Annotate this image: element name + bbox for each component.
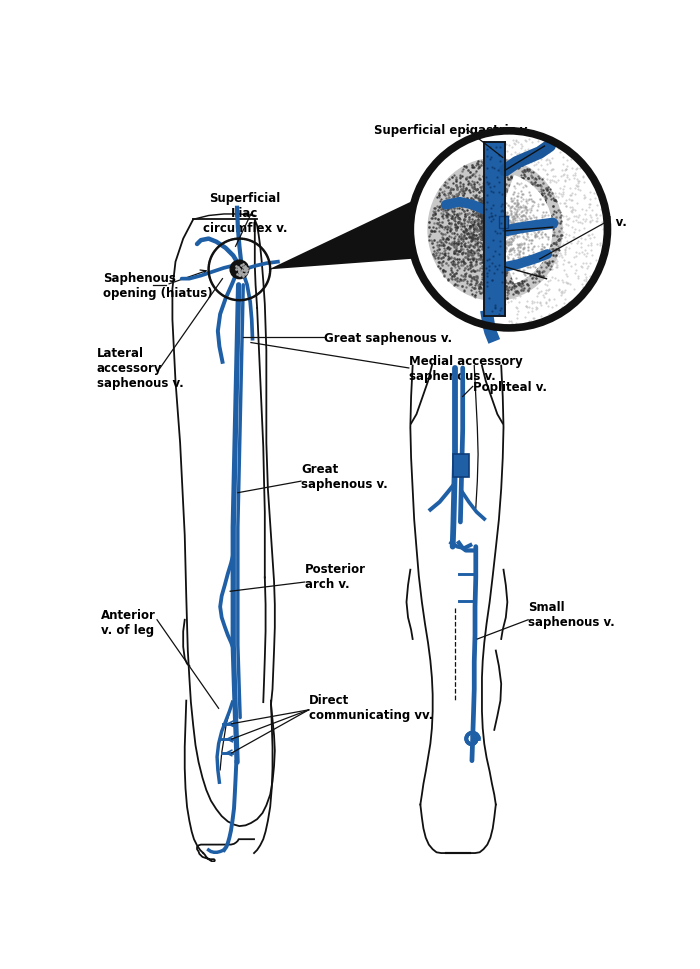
Text: Medial accessory
saphenous v.: Medial accessory saphenous v.: [409, 355, 522, 383]
Text: Lateral
accessory
saphenous v.: Lateral accessory saphenous v.: [97, 347, 183, 391]
Text: Superficial epigastric v.: Superficial epigastric v.: [374, 124, 531, 137]
Text: Anterior
v. of leg: Anterior v. of leg: [101, 609, 155, 637]
Text: Great
saphenous v.: Great saphenous v.: [301, 462, 388, 490]
Polygon shape: [269, 201, 414, 270]
Text: Direct
communicating vv.: Direct communicating vv.: [309, 693, 433, 721]
FancyBboxPatch shape: [454, 454, 469, 478]
Text: Popliteal v.: Popliteal v.: [473, 381, 547, 393]
Wedge shape: [495, 176, 552, 284]
Text: Superficial
Iliac
circumflex v.: Superficial Iliac circumflex v.: [202, 192, 287, 234]
Circle shape: [410, 132, 608, 328]
Text: Femoral v.: Femoral v.: [558, 216, 626, 229]
Text: Posterior
arch v.: Posterior arch v.: [305, 562, 366, 590]
FancyBboxPatch shape: [499, 216, 508, 229]
FancyBboxPatch shape: [484, 143, 505, 317]
Text: Small
saphenous v.: Small saphenous v.: [528, 601, 615, 629]
Circle shape: [230, 261, 248, 279]
Text: Saphenous
opening (hiatus): Saphenous opening (hiatus): [103, 271, 213, 299]
Ellipse shape: [428, 159, 562, 301]
Text: Great saphenous v.: Great saphenous v.: [324, 331, 452, 344]
